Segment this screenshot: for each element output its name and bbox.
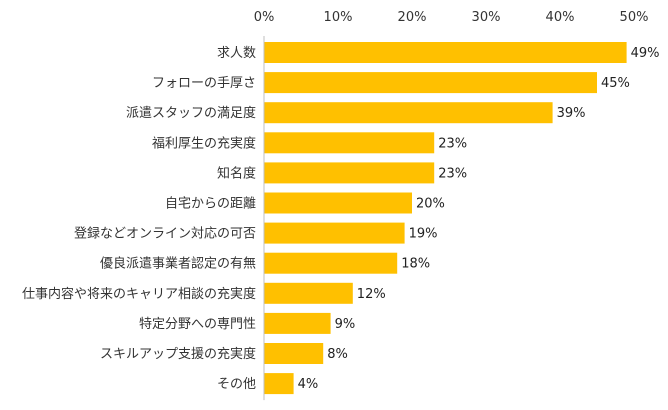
category-label: 福利厚生の充実度: [152, 135, 256, 151]
data-label: 19%: [409, 227, 438, 242]
data-label: 20%: [416, 197, 445, 212]
category-label: 自宅からの距離: [165, 197, 256, 212]
category-label: 知名度: [217, 165, 256, 181]
category-label: フォローの手厚さ: [152, 76, 256, 91]
bar: [264, 132, 435, 154]
bar: [264, 162, 435, 184]
category-label: 優良派遣事業者認定の有無: [100, 256, 256, 272]
data-label: 23%: [438, 136, 467, 151]
bar: [264, 343, 324, 364]
bars: 求人数 49% フォローの手厚さ 45% 派遣スタッフの満足度 39% 福利厚生の充実度 23…: [22, 42, 660, 395]
bar: [264, 192, 412, 214]
x-tick-label: 10%: [324, 10, 353, 25]
bar: [264, 282, 353, 304]
data-label: 9%: [335, 317, 356, 332]
category-label: 特定分野への専門性: [139, 317, 256, 332]
x-tick-label: 50%: [620, 10, 649, 25]
category-label: 求人数: [217, 46, 256, 61]
category-label: 派遣スタッフの満足度: [126, 105, 256, 121]
x-tick-label: 0%: [254, 10, 275, 25]
bar: [264, 312, 331, 334]
x-tick-label: 40%: [546, 10, 575, 25]
data-label: 12%: [357, 287, 386, 302]
data-label: 49%: [631, 46, 660, 61]
data-label: 45%: [601, 76, 630, 91]
bar: [264, 373, 294, 395]
bar: [264, 222, 405, 244]
category-label: 登録などオンライン対応の可否: [74, 227, 256, 242]
category-label: その他: [217, 377, 256, 392]
data-label: 4%: [298, 377, 319, 392]
x-axis-ticks: 0% 10% 20% 30% 40% 50%: [254, 10, 649, 25]
bar: [264, 72, 597, 94]
data-label: 8%: [327, 347, 348, 362]
category-label: スキルアップ支援の充実度: [100, 346, 256, 362]
data-label: 18%: [401, 257, 430, 272]
bar: [264, 102, 553, 124]
x-tick-label: 30%: [472, 10, 501, 25]
category-label: 仕事内容や将来のキャリア相談の充実度: [22, 286, 256, 302]
data-label: 39%: [557, 106, 586, 121]
bar: [264, 252, 398, 274]
data-label: 23%: [438, 166, 467, 181]
bar: [264, 42, 627, 63]
x-tick-label: 20%: [398, 10, 427, 25]
